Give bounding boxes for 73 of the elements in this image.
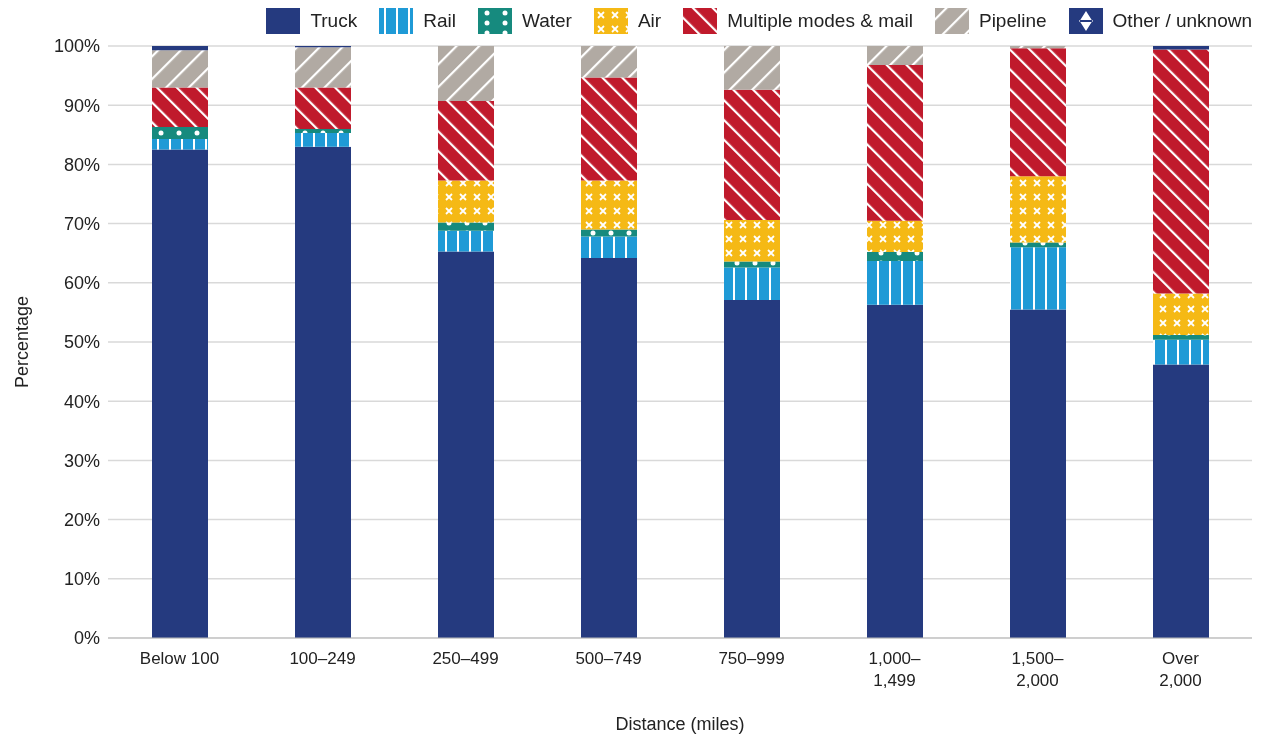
y-tick-label: 50% [63,332,100,353]
x-tick-label: 1,500–2,000 [1011,649,1065,690]
bar [724,89,780,221]
bar [867,260,923,305]
x-tick-label: 250–499 [432,649,499,668]
bar [867,46,923,65]
bar [867,252,923,261]
legend-label: Air [637,10,662,32]
bar [724,220,780,262]
y-tick-label: 10% [63,569,100,590]
bar [152,138,208,150]
bar [581,229,637,237]
x-tick-label: 100–249 [289,649,356,668]
bar [438,180,494,223]
bar [1153,46,1209,50]
x-axis-title: Distance (miles) [615,714,745,734]
bar [1010,176,1066,243]
bar [1010,309,1066,638]
legend-label: Water [521,10,572,32]
bar [1010,48,1066,177]
bar [438,101,494,181]
bar [295,146,351,638]
bar [581,46,637,78]
bar [152,46,208,51]
y-tick-label: 30% [63,450,100,471]
y-tick-label: 100% [53,36,100,57]
bar [438,251,494,638]
y-tick-label: 90% [63,95,100,116]
y-tick-label: 70% [63,213,100,234]
bar [1153,364,1209,638]
bar [295,128,351,134]
bar [581,236,637,258]
bar [867,64,923,221]
bar [1153,334,1209,340]
bar [1153,293,1209,335]
bar [724,267,780,300]
bar [295,47,351,88]
y-tick-label: 20% [63,509,100,530]
bar [1153,49,1209,294]
y-axis-title: Percentage [12,295,33,389]
bar [867,220,923,253]
bar [724,299,780,638]
bar [152,50,208,88]
x-tick-label: 750–999 [718,649,785,668]
bar [581,77,637,181]
x-tick-label: 500–749 [575,649,642,668]
x-tick-label: Below 100 [139,649,220,668]
x-tick-label: 1,000–1,499 [868,649,922,690]
bar [1153,339,1209,365]
bar [724,46,780,90]
bar [152,87,208,128]
bar [581,257,637,638]
legend-label: Multiple modes & mail [727,10,913,32]
y-tick-label: 80% [63,154,100,175]
legend-label: Rail [423,10,456,32]
y-tick-label: 0% [73,628,100,649]
x-tick-label: Over 2,000 [1159,649,1202,690]
legend-label: Truck [310,10,358,32]
bar [581,180,637,230]
legend-label: Pipeline [978,10,1047,32]
y-tick-label: 40% [63,391,100,412]
bar [438,222,494,231]
bar [438,230,494,252]
bar [295,87,351,129]
bar [867,304,923,638]
legend-label: Other / unknown [1112,10,1252,32]
bar [295,133,351,147]
bar [438,46,494,102]
y-tick-label: 60% [63,273,100,294]
bar [724,261,780,268]
bar [152,127,208,139]
bar [152,149,208,638]
bar [1010,247,1066,310]
